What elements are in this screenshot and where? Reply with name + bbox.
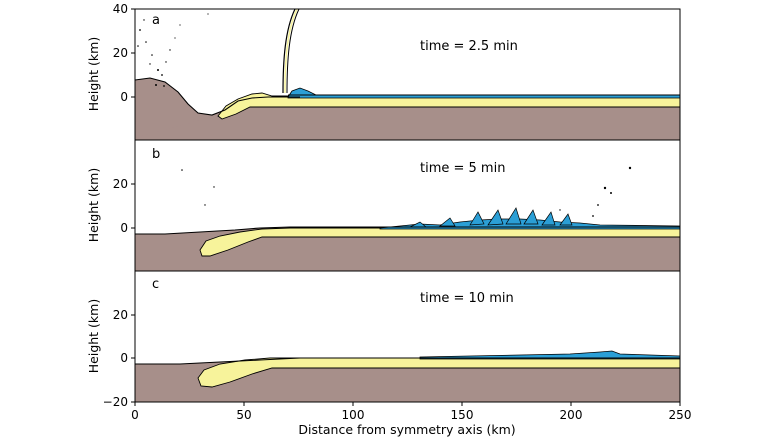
panel-b-rock: [135, 227, 680, 271]
panel-b-sediment: [199, 227, 680, 257]
panel-b-debris: [181, 166, 632, 217]
panel-c-y-label: Height (km): [86, 299, 101, 373]
panel-c-ytick-0: 0: [120, 351, 128, 365]
x-tick-50: 50: [236, 408, 251, 422]
panel-c-ytick-20: 20: [113, 308, 128, 322]
panel-a-ejecta-curtain: [282, 9, 296, 94]
panel-c-sediment: [197, 357, 680, 388]
panel-a-y-ticks: [131, 8, 135, 98]
panel-a-outline: [135, 77, 300, 116]
panel-c-ytick-neg20: −20: [103, 395, 128, 409]
panel-a-debris: [137, 13, 209, 87]
panel-a: 40 20 0 a time = 2.5 min Height (km): [86, 2, 681, 141]
panel-a-ejecta-curtain-inner: [284, 9, 298, 94]
panel-c-water: [419, 350, 680, 360]
panel-c: 20 0 −20 c time = 10 min Height (km): [86, 270, 681, 409]
panel-b-ytick-20: 20: [113, 177, 128, 191]
x-tick-250: 250: [669, 408, 692, 422]
x-axis-label: Distance from symmetry axis (km): [298, 422, 515, 437]
panel-a-ytick-20: 20: [113, 46, 128, 60]
x-tick-200: 200: [560, 408, 583, 422]
panel-a-time-label: time = 2.5 min: [420, 39, 518, 54]
panel-a-letter: a: [152, 13, 160, 28]
panel-b-y-ticks: [131, 183, 135, 229]
panel-c-frame: [134, 270, 681, 403]
panel-b-y-label: Height (km): [86, 168, 101, 242]
panel-b-wave-fingers: [409, 207, 573, 228]
x-tick-150: 150: [451, 408, 474, 422]
panel-a-y-label: Height (km): [86, 37, 101, 111]
panel-b: 20 0 b time = 5 min Height (km): [86, 139, 681, 272]
panel-c-time-label: time = 10 min: [420, 291, 514, 306]
x-axis-ticks: [134, 402, 681, 406]
panel-b-letter: b: [152, 147, 160, 162]
panel-c-y-ticks: [131, 314, 135, 403]
x-axis: 0 50 100 150 200 250 Distance from symme…: [131, 402, 691, 437]
panel-b-time-label: time = 5 min: [420, 161, 505, 176]
x-tick-0: 0: [131, 408, 139, 422]
panel-c-rock: [135, 358, 680, 402]
panel-c-letter: c: [152, 277, 159, 292]
panel-b-ytick-0: 0: [120, 221, 128, 235]
panel-a-basement: [135, 107, 680, 140]
x-tick-100: 100: [342, 408, 365, 422]
panel-a-ytick-40: 40: [113, 2, 128, 16]
panel-a-water: [287, 87, 680, 99]
panel-a-ytick-0: 0: [120, 90, 128, 104]
